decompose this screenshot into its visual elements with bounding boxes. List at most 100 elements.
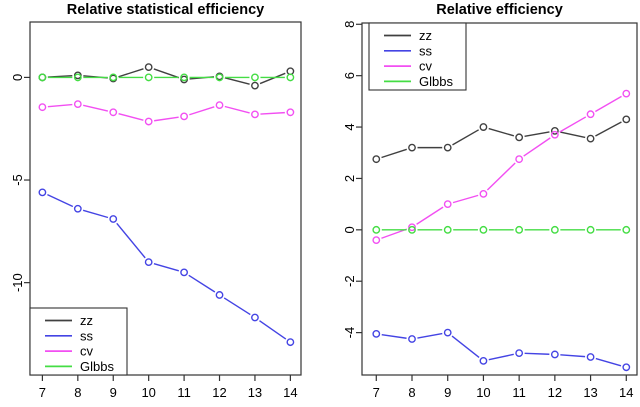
series-segment xyxy=(154,116,179,122)
data-point-marker xyxy=(180,73,188,82)
x-tick-label: 13 xyxy=(583,385,597,400)
series-segment xyxy=(486,162,516,191)
legend-label: Glbbs xyxy=(419,74,453,89)
data-point-marker xyxy=(144,63,153,72)
series-segment xyxy=(560,354,586,358)
chart-title: Relative statistical efficiency xyxy=(67,2,264,18)
series-segment xyxy=(189,106,215,116)
data-point-marker xyxy=(550,130,559,139)
series-segment xyxy=(47,194,74,208)
y-tick-label: 6 xyxy=(342,72,357,79)
data-point-marker xyxy=(73,204,82,213)
data-point-marker xyxy=(479,189,488,198)
data-point-marker xyxy=(372,225,381,234)
data-point-marker xyxy=(251,73,259,82)
series-segment xyxy=(153,262,180,272)
y-tick-label: 4 xyxy=(342,123,357,130)
series-segment xyxy=(452,194,479,204)
x-tick-label: 14 xyxy=(619,385,633,400)
series-segment xyxy=(451,335,480,359)
series-segment xyxy=(524,352,550,355)
data-point-marker xyxy=(515,155,524,164)
series-Glbbs xyxy=(372,225,631,234)
data-point-marker xyxy=(286,108,295,117)
legend-label: Glbbs xyxy=(80,359,114,374)
data-point-marker xyxy=(215,291,224,299)
series-segment xyxy=(118,113,144,121)
data-point-marker xyxy=(215,101,224,110)
data-point-marker xyxy=(622,115,631,124)
data-point-marker xyxy=(109,215,118,223)
y-tick-label: -5 xyxy=(10,174,25,186)
data-point-marker xyxy=(443,225,452,234)
x-tick-label: 11 xyxy=(512,385,526,400)
series-segment xyxy=(559,116,587,133)
x-tick-label: 7 xyxy=(373,385,380,400)
series-segment xyxy=(116,222,146,259)
y-tick-label: -4 xyxy=(342,327,357,339)
x-tick-label: 12 xyxy=(548,385,562,400)
legend-box xyxy=(368,22,467,91)
data-point-marker xyxy=(251,313,259,322)
data-point-marker xyxy=(180,268,188,277)
data-point-marker xyxy=(251,110,259,119)
data-point-marker xyxy=(443,328,452,337)
series-segment xyxy=(224,77,250,85)
series-segment xyxy=(224,105,250,114)
data-point-marker xyxy=(73,100,82,108)
data-point-marker xyxy=(479,225,488,234)
x-tick-label: 9 xyxy=(444,385,451,400)
x-tick-label: 9 xyxy=(110,385,117,400)
x-tick-label: 10 xyxy=(141,385,155,400)
data-point-marker xyxy=(479,123,488,131)
data-point-marker xyxy=(586,225,595,234)
data-point-marker xyxy=(586,353,595,361)
series-segment xyxy=(223,297,251,316)
data-point-marker xyxy=(109,73,118,82)
chart-title: Relative efficiency xyxy=(436,2,563,18)
data-point-marker xyxy=(515,349,524,358)
data-point-marker xyxy=(443,143,452,152)
y-tick-label: 8 xyxy=(342,21,357,28)
data-point-marker xyxy=(38,103,47,112)
data-point-marker xyxy=(286,338,295,347)
x-tick-label: 11 xyxy=(177,385,191,400)
data-point-marker xyxy=(372,155,381,164)
data-point-marker xyxy=(408,223,416,232)
legend-label: cv xyxy=(80,344,94,359)
data-point-marker xyxy=(286,67,295,76)
legend-label: cv xyxy=(419,59,433,74)
series-segment xyxy=(259,72,286,85)
legend-label: ss xyxy=(419,43,433,58)
series-Glbbs xyxy=(38,73,295,82)
series-segment xyxy=(560,131,586,139)
series-zz xyxy=(372,115,631,164)
data-point-marker xyxy=(550,127,559,135)
series-segment xyxy=(118,68,144,78)
series-cv xyxy=(38,100,295,126)
data-point-marker xyxy=(550,350,559,359)
data-point-marker xyxy=(38,188,47,197)
data-point-marker xyxy=(286,73,295,82)
series-ss xyxy=(38,188,295,347)
series-segment xyxy=(83,104,109,112)
data-point-marker xyxy=(109,108,118,117)
data-point-marker xyxy=(251,81,259,90)
y-tick-label: 0 xyxy=(10,74,25,81)
series-segment xyxy=(153,68,180,79)
data-point-marker xyxy=(180,112,188,121)
plot-box xyxy=(29,21,302,376)
data-point-marker xyxy=(622,89,631,98)
data-point-marker xyxy=(550,225,559,234)
series-segment xyxy=(523,137,551,157)
data-point-marker xyxy=(372,329,381,338)
series-segment xyxy=(524,131,550,138)
legend-label: zz xyxy=(80,313,93,328)
data-point-marker xyxy=(515,225,524,234)
right-chart: Relative efficiency 7 8 9 10 11 12 13 14 8 6 4 2 0 -2 -… xyxy=(342,2,638,400)
data-point-marker xyxy=(408,225,416,234)
x-tick-label: 13 xyxy=(248,385,262,400)
series-segment xyxy=(381,148,407,159)
data-point-marker xyxy=(372,236,381,245)
